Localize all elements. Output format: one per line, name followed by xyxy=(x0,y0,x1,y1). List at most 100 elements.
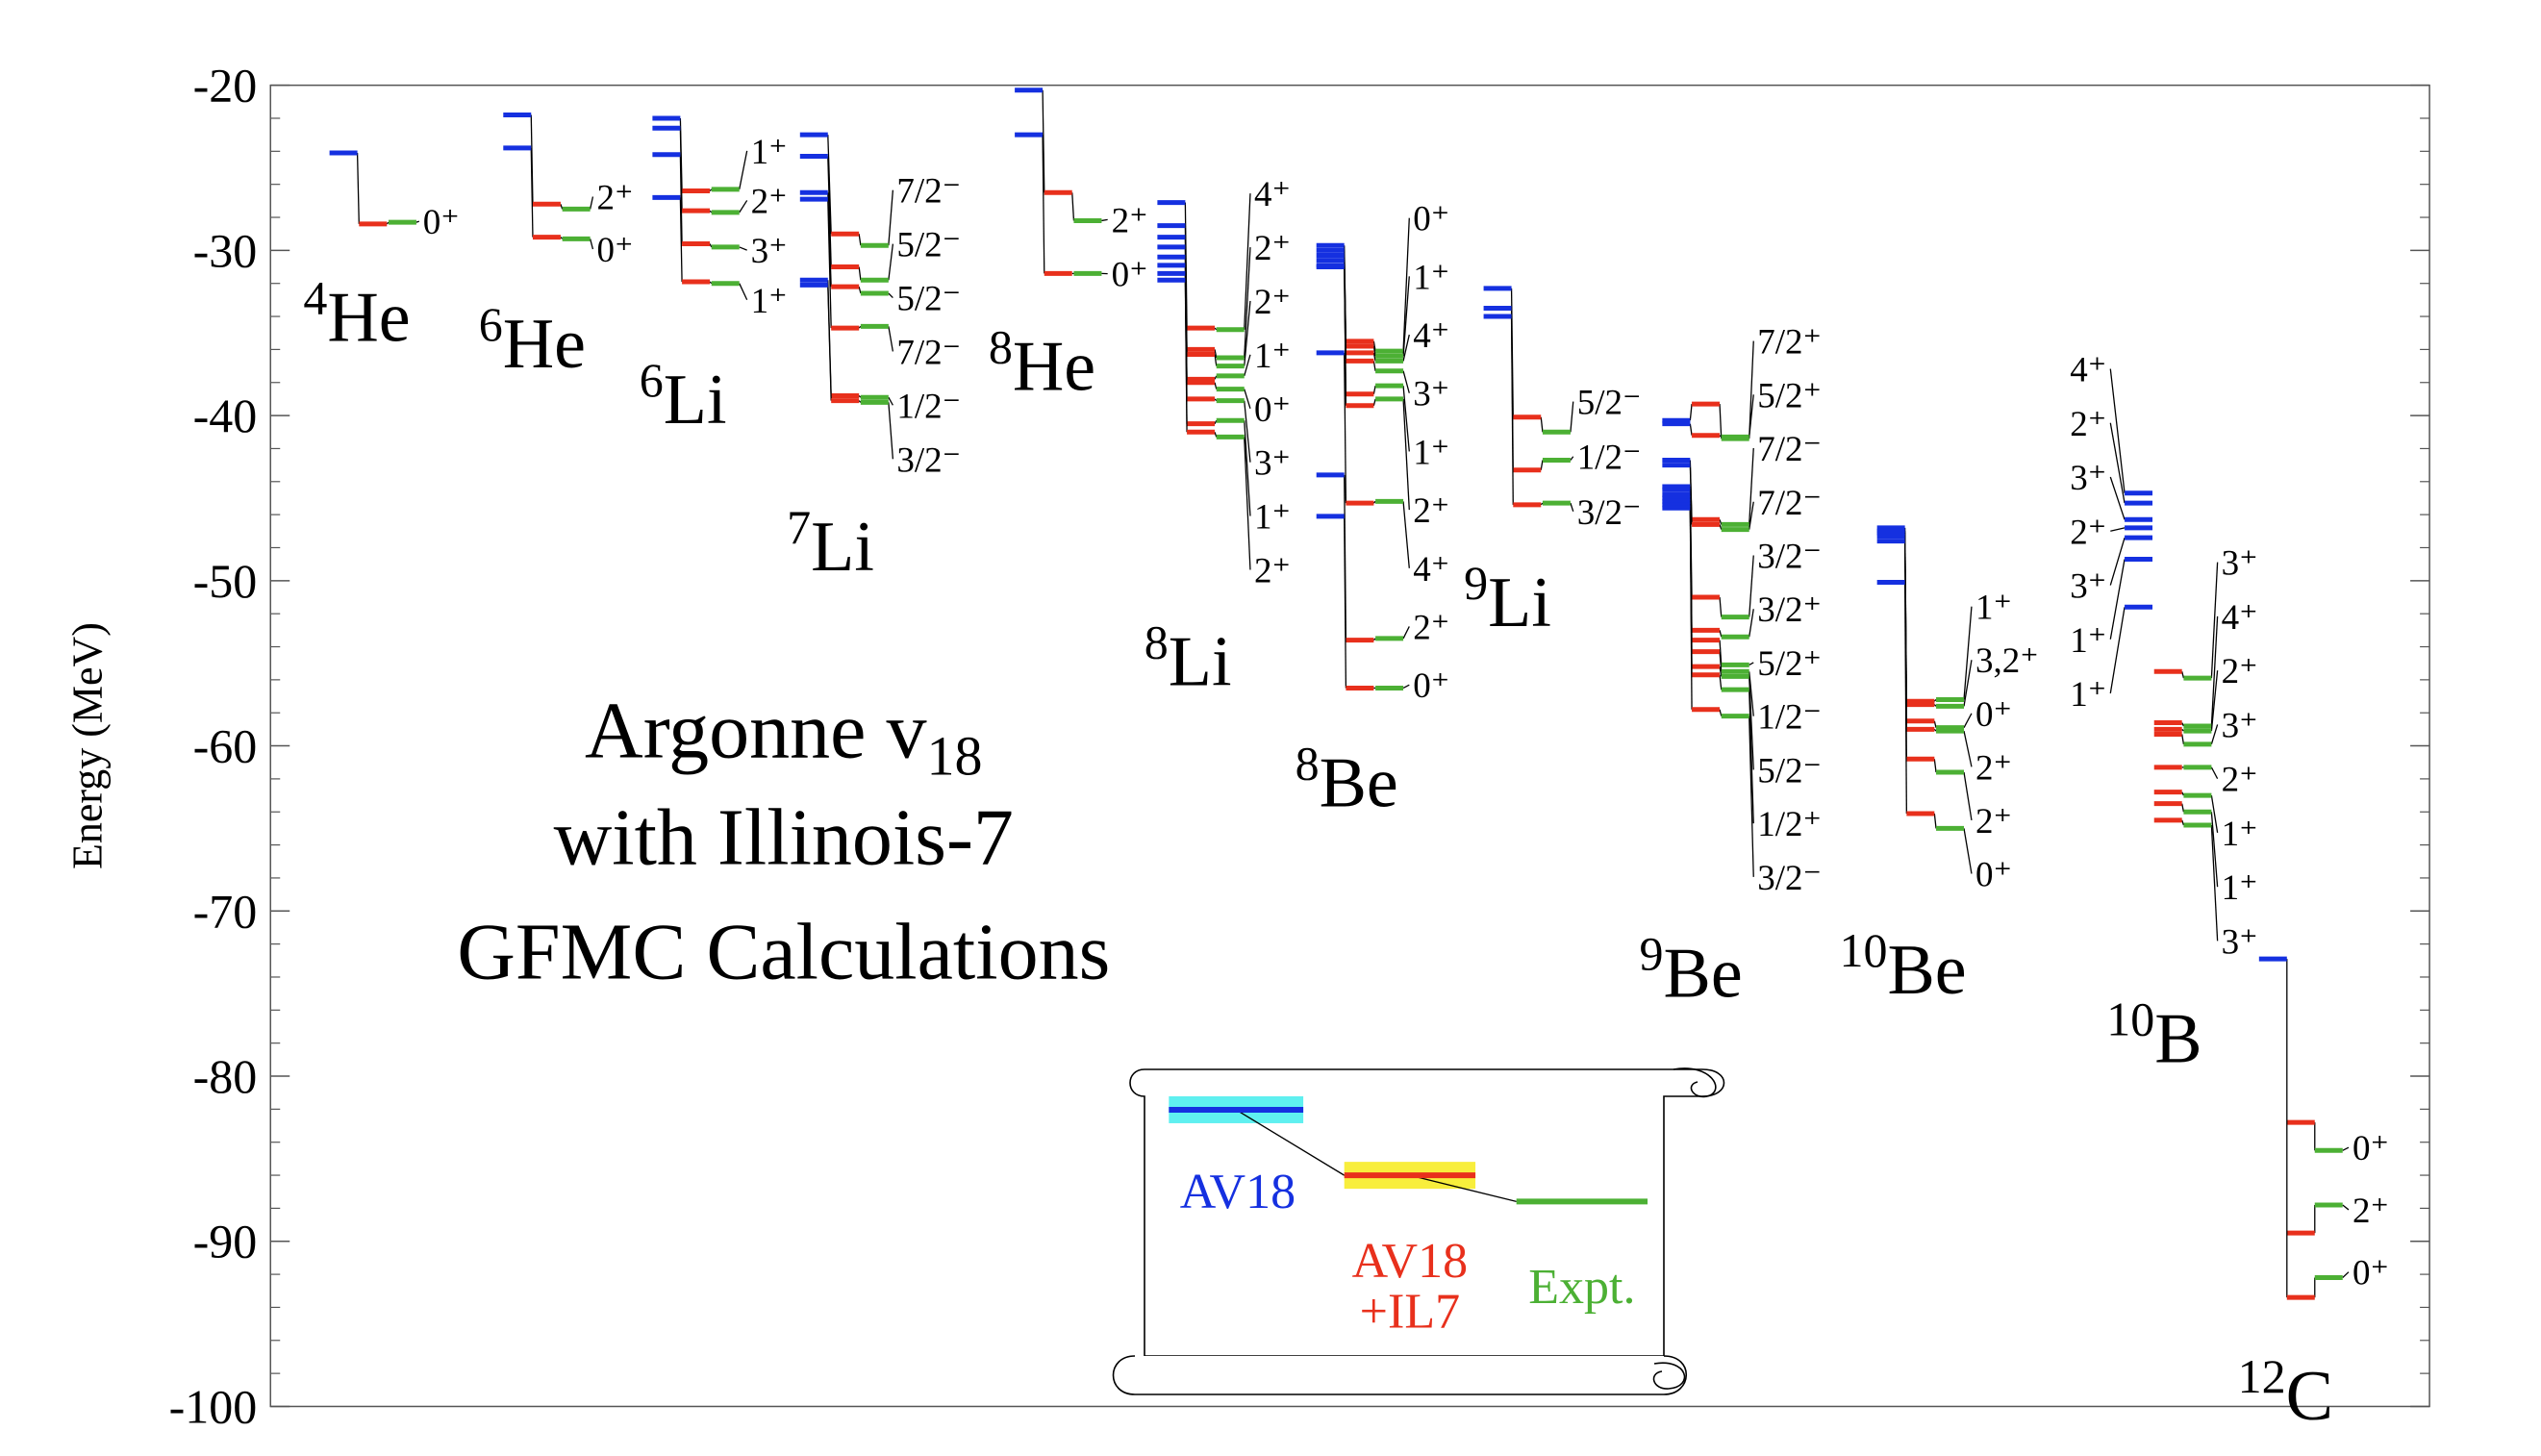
connector xyxy=(1719,709,1723,716)
nucleus-symbol: C xyxy=(2286,1357,2333,1436)
connector xyxy=(1214,327,1218,331)
level-label: 5/2⁻ xyxy=(1577,384,1642,423)
connector xyxy=(1689,423,1693,436)
y-tick-label: -70 xyxy=(193,884,258,938)
connector xyxy=(1749,609,1754,638)
connector xyxy=(1933,704,1937,707)
level-label: 2⁺ xyxy=(1975,748,2012,788)
connector xyxy=(1214,375,1218,380)
level-label: 2⁺ xyxy=(1975,802,2012,841)
nucleus-name: 8Li xyxy=(1145,615,1232,701)
connector xyxy=(1719,651,1723,672)
connector xyxy=(1540,460,1544,470)
connector xyxy=(1214,432,1218,438)
level-label: 0⁺ xyxy=(423,203,460,242)
level-label: 0⁺ xyxy=(2352,1254,2389,1293)
level-label: 5/2⁺ xyxy=(1757,376,1822,415)
nucleus-symbol: Li xyxy=(664,361,727,439)
connector xyxy=(1719,524,1723,530)
connector xyxy=(858,395,862,398)
nucleus-mass: 10 xyxy=(1839,923,1887,977)
connector xyxy=(1540,502,1544,506)
connector xyxy=(739,283,748,301)
level-label: 7/2⁻ xyxy=(896,172,961,212)
title: Argonne v18 xyxy=(585,686,982,787)
connector xyxy=(415,220,419,223)
connector xyxy=(1719,404,1723,439)
connector xyxy=(739,150,748,189)
connector xyxy=(1689,404,1693,421)
nucleus-name: 8He xyxy=(989,320,1095,407)
level-label: 2⁺ xyxy=(1254,283,1291,322)
nucleus-mass: 8 xyxy=(1296,737,1320,791)
level-label: 0⁺ xyxy=(1413,200,1449,239)
connector xyxy=(1402,276,1410,357)
connector xyxy=(1344,266,1347,406)
nucleus-symbol: He xyxy=(503,305,586,384)
connector xyxy=(1184,280,1188,433)
connector xyxy=(386,221,390,225)
level-label: 3⁺ xyxy=(1413,375,1449,414)
level-label: 4⁺ xyxy=(1254,175,1291,214)
connector xyxy=(2181,819,2185,826)
connector xyxy=(2109,607,2126,694)
connector xyxy=(1409,1174,1517,1203)
legend-label: Expt. xyxy=(1528,1260,1635,1315)
nucleus-mass: 8 xyxy=(1145,615,1169,668)
nucleus-name: 6He xyxy=(479,297,586,384)
connector xyxy=(1244,420,1251,516)
level-label: 2⁺ xyxy=(2070,513,2106,552)
connector xyxy=(1402,386,1410,452)
connector xyxy=(1372,638,1376,641)
connector xyxy=(1372,361,1376,371)
nucleus-name: 10Be xyxy=(1839,923,1966,1010)
level-label: 1⁺ xyxy=(751,133,788,172)
scroll-curl xyxy=(1673,1067,1717,1098)
connector xyxy=(858,234,862,246)
nucleus-symbol: Li xyxy=(1488,564,1551,642)
nucleus-mass: 9 xyxy=(1464,556,1488,610)
level-label: 7/2⁺ xyxy=(1757,323,1822,363)
connector xyxy=(2109,368,2126,493)
level-label: 0⁺ xyxy=(596,231,633,270)
connector xyxy=(827,199,832,329)
connector xyxy=(1344,515,1347,689)
connector xyxy=(709,243,713,248)
connector xyxy=(2342,1204,2350,1211)
level-label: 2⁺ xyxy=(2222,761,2258,800)
level-label: 1⁺ xyxy=(1413,258,1449,297)
connector xyxy=(2181,803,2185,813)
connector xyxy=(1719,435,1723,438)
level-label: 5/2⁺ xyxy=(1757,644,1822,684)
level-label: 1⁺ xyxy=(2070,621,2106,661)
connector xyxy=(1749,555,1754,617)
connector xyxy=(1933,759,1937,773)
nucleus-symbol: B xyxy=(2154,1000,2201,1079)
connector xyxy=(1963,828,1973,874)
connector xyxy=(1749,501,1754,530)
connector xyxy=(1214,398,1218,402)
level-label: 4⁺ xyxy=(2070,351,2106,390)
nucleus-symbol: Li xyxy=(1169,622,1232,701)
connector xyxy=(1749,715,1754,877)
connector xyxy=(589,196,594,210)
level-label: 3⁺ xyxy=(751,232,788,271)
connector xyxy=(888,292,893,298)
connector xyxy=(2210,562,2219,679)
connector xyxy=(1963,730,1973,767)
connector xyxy=(858,400,862,403)
level-label: 2⁺ xyxy=(596,179,633,218)
level-label: 4⁺ xyxy=(1413,550,1449,590)
connector xyxy=(1903,582,1908,814)
level-label: 1⁺ xyxy=(1413,433,1449,472)
connector xyxy=(1719,519,1723,525)
connector xyxy=(1933,813,1937,829)
connector xyxy=(2210,724,2219,745)
legend-label: AV18 xyxy=(1352,1234,1468,1289)
connector xyxy=(888,326,894,352)
connector xyxy=(1244,437,1251,570)
y-tick-label: -30 xyxy=(193,223,258,277)
connector xyxy=(530,147,534,238)
connector xyxy=(2342,1146,2350,1151)
level-label: 2⁺ xyxy=(2352,1192,2389,1231)
